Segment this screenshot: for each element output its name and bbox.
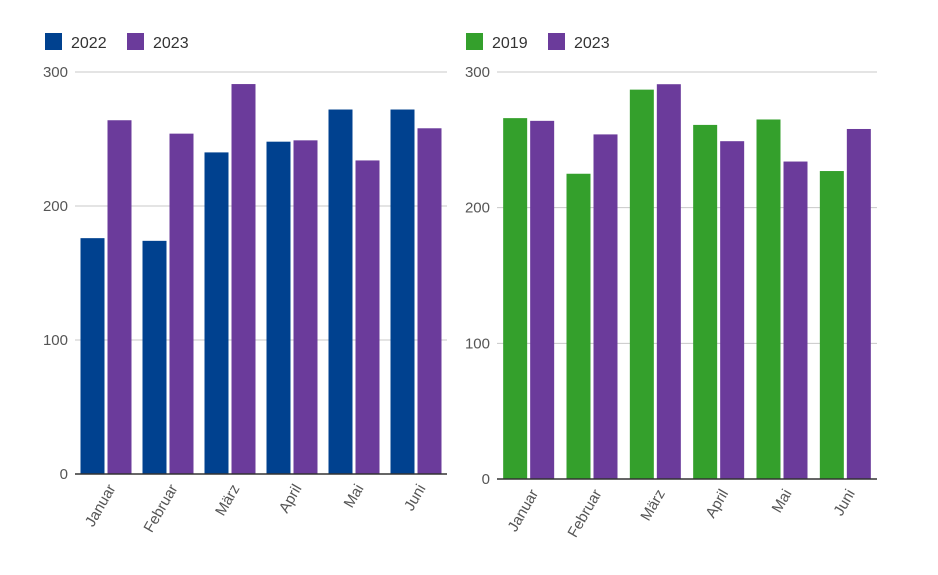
bar-2023-märz [656,84,681,480]
legend-label: 2019 [492,35,528,52]
bar-2023-februar [169,133,194,474]
bar-2023-januar [107,120,132,475]
bar-2019-märz [629,89,654,480]
y-tick-label: 200 [43,198,68,215]
y-tick-label: 0 [60,466,68,483]
y-tick-label: 100 [43,332,68,349]
x-tick-label: Januar [82,482,120,530]
legend-label: 2023 [153,35,189,52]
bar-2023-januar [530,120,555,479]
legend-swatch-2022 [45,33,62,50]
bar-2022-mai [328,109,353,475]
x-tick-label: Februar [564,487,605,541]
bar-2022-april [266,141,291,474]
y-tick-label: 300 [465,64,490,81]
x-tick-label: März [637,487,668,524]
legend-label: 2023 [574,35,610,52]
x-tick-label: April [276,482,306,516]
bar-2023-februar [593,134,618,479]
x-tick-label: Mai [769,487,796,516]
y-tick-label: 200 [465,200,490,217]
bar-2019-april [693,124,718,479]
bar-2022-märz [204,152,229,474]
bar-2023-mai [355,160,380,474]
left-bar-chart: 0 100 200 300 Januar Februar März April Mai Juni 2… [43,33,447,535]
legend-swatch-2019 [466,33,483,50]
x-tick-label: Juni [830,487,858,519]
legend-label: 2022 [71,35,107,52]
x-tick-label: Januar [504,487,542,535]
legend-swatch-2023 [548,33,565,50]
x-tick-label: März [212,482,243,519]
bar-2023-april [720,141,745,479]
bar-2019-mai [756,119,781,479]
y-tick-label: 300 [43,64,68,81]
bar-2023-märz [231,84,256,474]
bar-2019-januar [503,118,528,480]
bar-2023-juni [846,128,871,480]
bar-2022-februar [142,240,167,474]
x-tick-label: Februar [140,482,181,536]
bar-2019-februar [566,173,591,479]
bar-2023-mai [783,161,808,480]
legend-swatch-2023 [127,33,144,50]
y-tick-label: 0 [482,471,490,488]
bar-2022-januar [80,238,105,474]
x-tick-label: April [702,487,732,521]
right-bar-chart: 0 100 200 300 Januar Februar März April Mai Juni 2… [465,33,877,540]
x-tick-label: Juni [401,482,429,514]
bar-2023-juni [417,128,442,474]
bar-2022-juni [390,109,415,475]
x-tick-label: Mai [341,482,368,511]
bar-2019-juni [819,171,844,479]
y-tick-label: 100 [465,335,490,352]
bar-2023-april [293,140,318,474]
